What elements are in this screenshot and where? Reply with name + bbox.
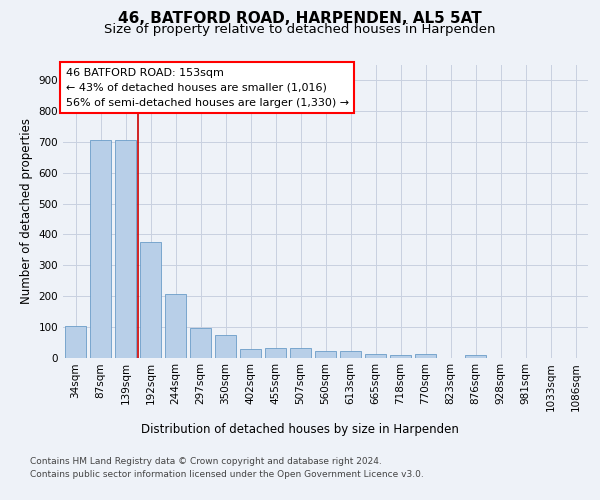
Bar [115,140,136,358]
Text: Size of property relative to detached houses in Harpenden: Size of property relative to detached ho… [104,22,496,36]
Bar [90,140,111,358]
Text: 46 BATFORD ROAD: 153sqm
← 43% of detached houses are smaller (1,016)
56% of semi: 46 BATFORD ROAD: 153sqm ← 43% of detache… [65,68,349,108]
Bar [215,334,236,357]
Bar [315,352,336,358]
Bar [265,348,286,358]
Bar [390,354,411,358]
Bar [290,348,311,358]
Bar [190,328,211,358]
Text: Contains public sector information licensed under the Open Government Licence v3: Contains public sector information licen… [30,470,424,479]
Text: Contains HM Land Registry data © Crown copyright and database right 2024.: Contains HM Land Registry data © Crown c… [30,458,382,466]
Text: 46, BATFORD ROAD, HARPENDEN, AL5 5AT: 46, BATFORD ROAD, HARPENDEN, AL5 5AT [118,11,482,26]
Bar [65,326,86,358]
Bar [465,355,486,358]
Text: Distribution of detached houses by size in Harpenden: Distribution of detached houses by size … [141,422,459,436]
Bar [340,352,361,358]
Bar [415,354,436,358]
Bar [240,348,261,358]
Bar [165,294,186,358]
Bar [365,354,386,358]
Y-axis label: Number of detached properties: Number of detached properties [20,118,33,304]
Bar [140,242,161,358]
